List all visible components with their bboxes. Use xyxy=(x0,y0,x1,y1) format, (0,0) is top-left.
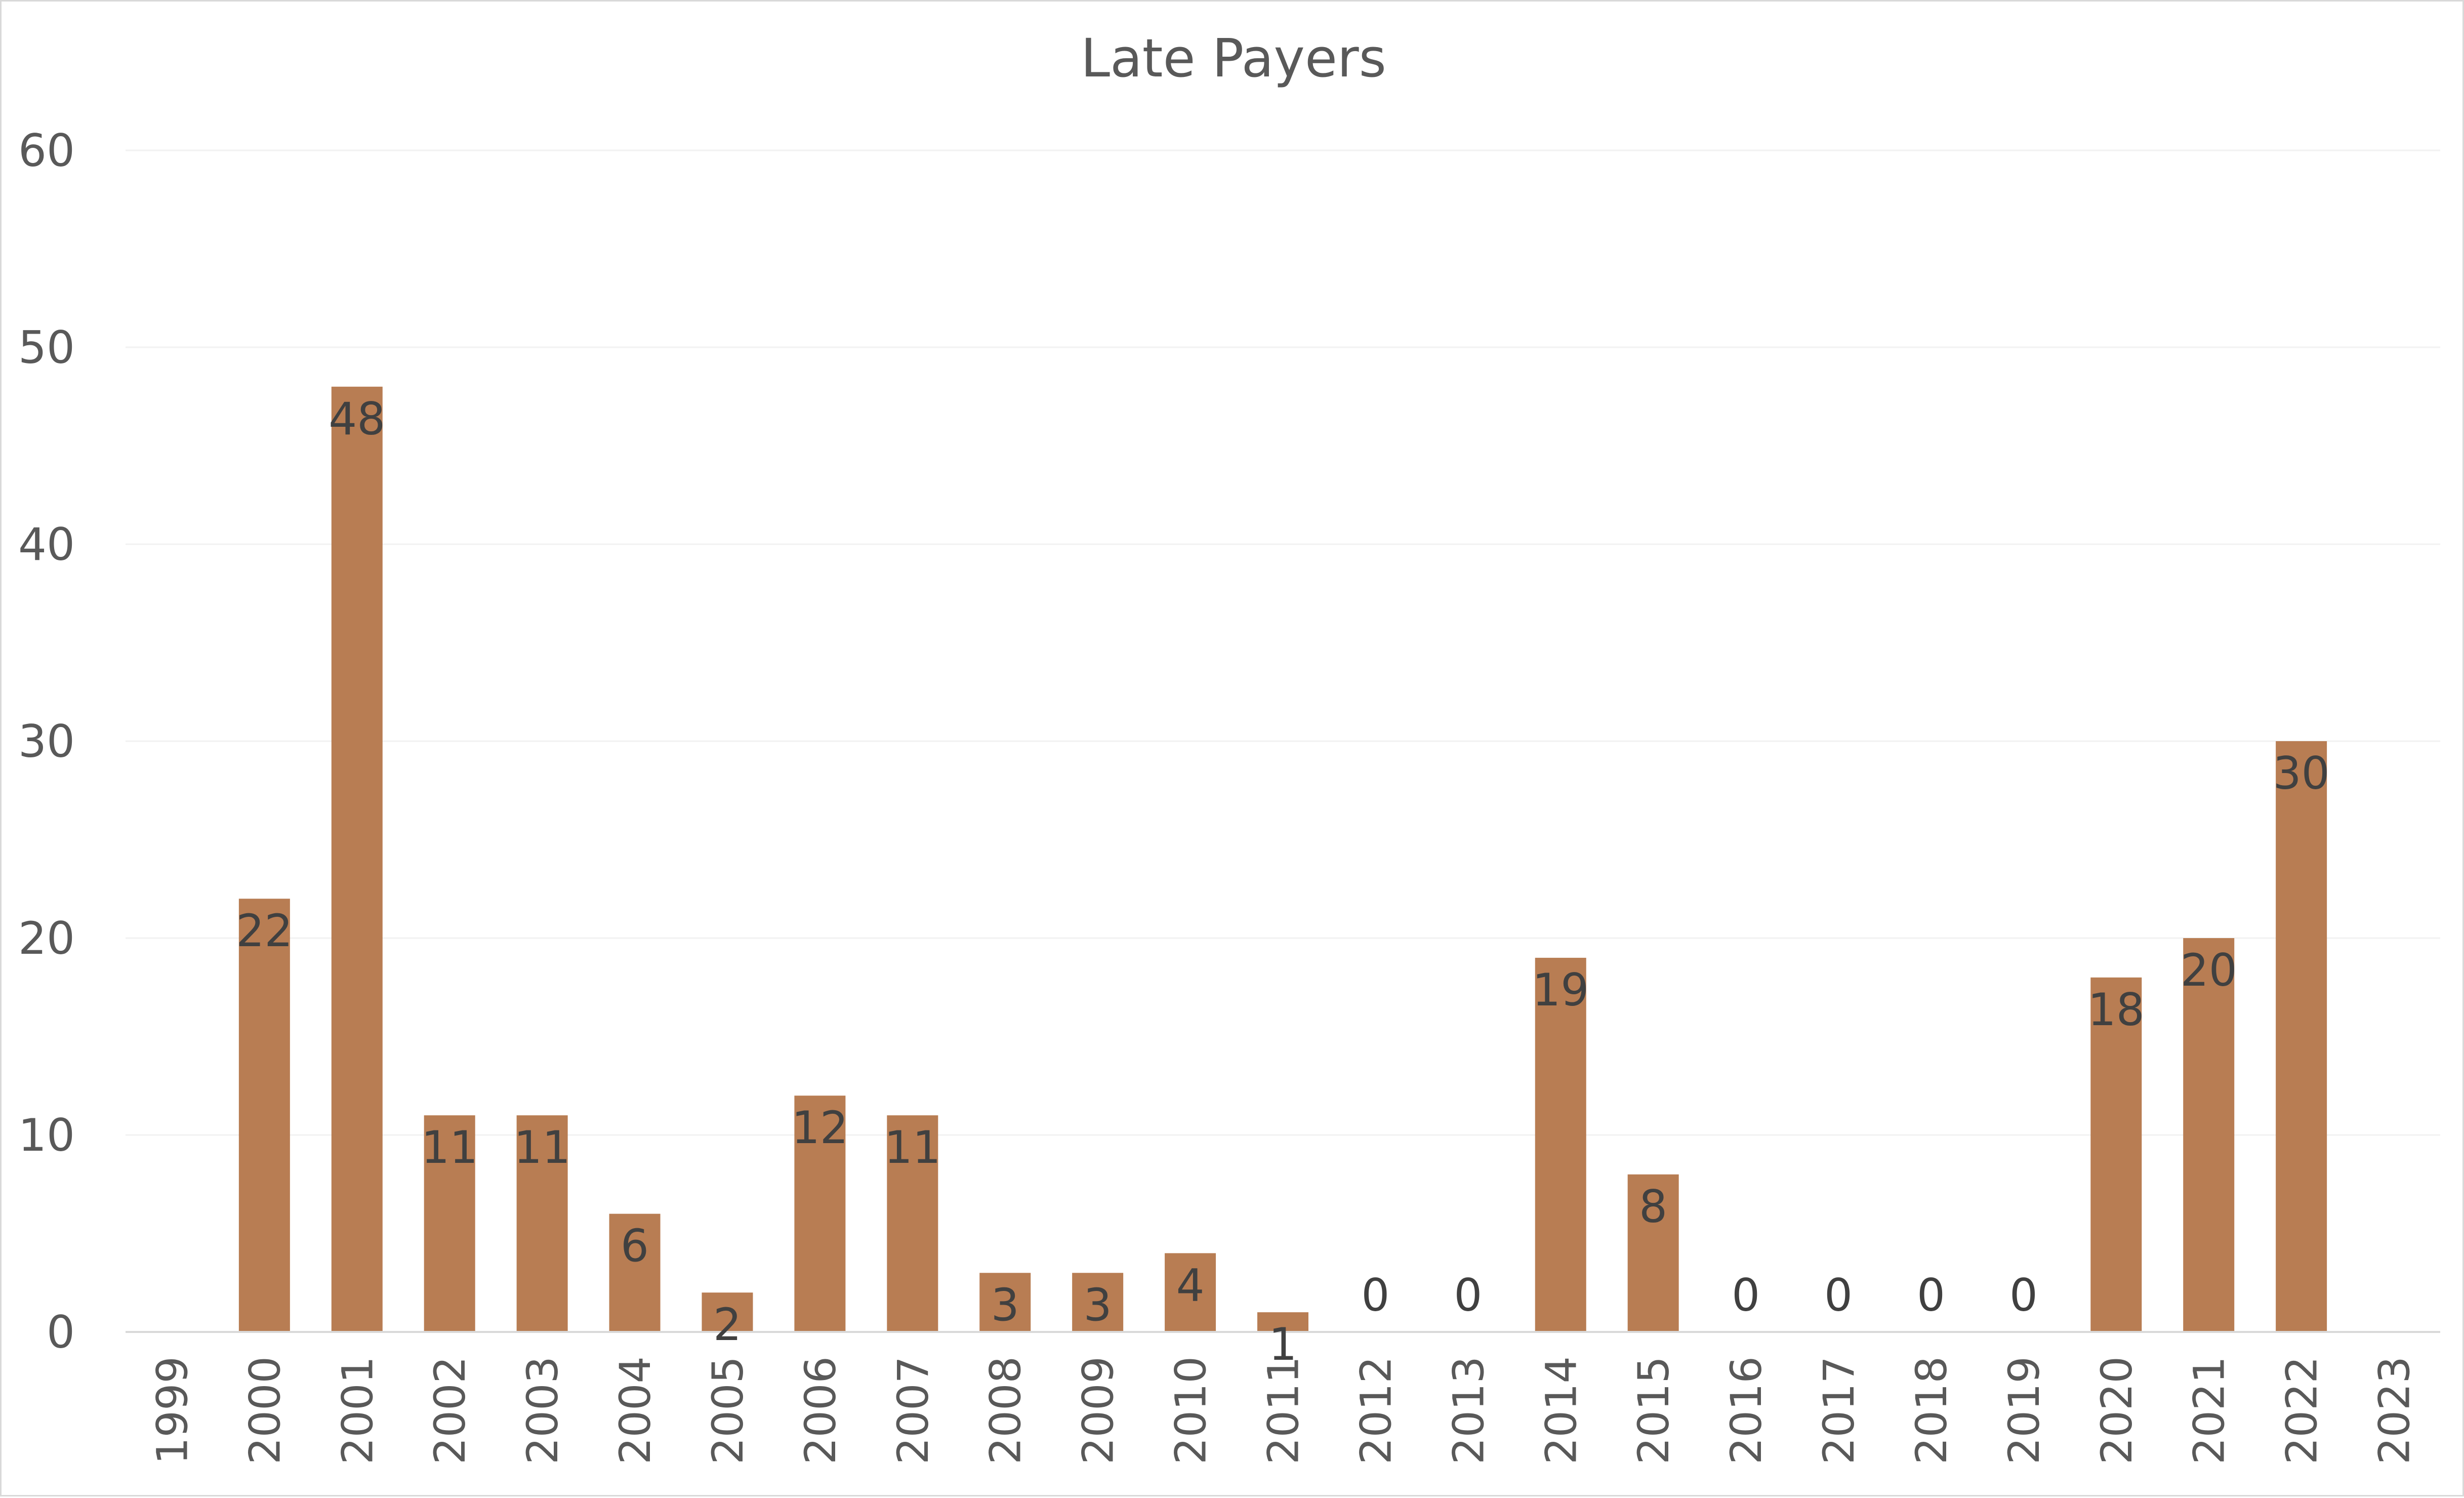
bar-2010 xyxy=(1165,1253,1216,1332)
data-label-2017: 0 xyxy=(1824,1269,1853,1321)
data-label-2010: 4 xyxy=(1176,1259,1205,1311)
bar-2007 xyxy=(887,1115,938,1332)
bar-2001 xyxy=(331,386,383,1332)
data-label-2005: 2 xyxy=(713,1299,742,1351)
y-tick-label: 60 xyxy=(18,125,75,177)
bar-2003 xyxy=(516,1115,568,1332)
x-tick-label-2012: 2012 xyxy=(1351,1356,1401,1465)
x-tick-label-2008: 2008 xyxy=(981,1356,1031,1465)
x-tick-label-2002: 2002 xyxy=(425,1356,475,1465)
x-tick-label-2023: 2023 xyxy=(2370,1356,2419,1465)
x-tick-label-2020: 2020 xyxy=(2092,1356,2142,1465)
data-label-2007: 11 xyxy=(884,1121,941,1173)
y-tick-label: 20 xyxy=(18,912,75,964)
y-tick-label: 30 xyxy=(18,715,75,767)
bar-2005 xyxy=(702,1292,753,1332)
x-tick-label-2003: 2003 xyxy=(518,1356,567,1465)
bar-2009 xyxy=(1072,1273,1124,1332)
data-label-2020: 18 xyxy=(2088,984,2145,1036)
data-label-2009: 3 xyxy=(1084,1279,1112,1331)
data-label-2021: 20 xyxy=(2181,944,2237,996)
data-label-2011: 1 xyxy=(1269,1318,1297,1370)
x-tick-label-2000: 2000 xyxy=(240,1356,290,1465)
data-label-2015: 8 xyxy=(1639,1181,1667,1233)
x-tick-label-2017: 2017 xyxy=(1814,1356,1864,1465)
data-label-2002: 11 xyxy=(421,1121,478,1173)
x-tick-label-2004: 2004 xyxy=(610,1356,660,1465)
data-labels: 22 48 11 11 6 2 12 11 3 3 4 1 0 0 19 8 0 0 0 0 18 20 30 xyxy=(236,393,2329,1370)
chart-title: Late Payers xyxy=(1081,27,1386,89)
bars xyxy=(238,386,2327,1332)
data-label-2019: 0 xyxy=(2009,1269,2038,1321)
data-label-2018: 0 xyxy=(1917,1269,1945,1321)
bar-2002 xyxy=(424,1115,475,1332)
data-label-2022: 30 xyxy=(2273,747,2330,799)
data-label-2006: 12 xyxy=(792,1102,848,1154)
bar-2000 xyxy=(238,899,290,1332)
x-tick-label-2016: 2016 xyxy=(1721,1356,1771,1465)
data-label-2012: 0 xyxy=(1361,1269,1389,1321)
y-tick-label: 40 xyxy=(18,518,75,571)
x-tick-label-2006: 2006 xyxy=(796,1356,845,1465)
x-tick-label-2014: 2014 xyxy=(1536,1356,1586,1465)
gridlines xyxy=(126,149,2440,1136)
bar-2011 xyxy=(1257,1312,1308,1332)
bar-2022 xyxy=(2276,741,2327,1332)
bar-2021 xyxy=(2183,938,2235,1332)
bar-2006 xyxy=(794,1096,846,1332)
x-tick-label-2001: 2001 xyxy=(333,1356,382,1465)
data-label-2014: 19 xyxy=(1532,964,1589,1016)
y-tick-label: 10 xyxy=(18,1109,75,1161)
data-label-2008: 3 xyxy=(991,1279,1019,1331)
x-tick-label-2013: 2013 xyxy=(1444,1356,1493,1465)
x-tick-label-1999: 1999 xyxy=(147,1356,197,1465)
y-tick-label: 50 xyxy=(18,321,75,374)
bar-2014 xyxy=(1535,957,1586,1332)
bar-2004 xyxy=(609,1213,661,1332)
data-label-2000: 22 xyxy=(236,905,293,957)
data-label-2013: 0 xyxy=(1454,1269,1482,1321)
x-tick-label-2021: 2021 xyxy=(2185,1356,2234,1465)
x-tick-label-2019: 2019 xyxy=(1999,1356,2049,1465)
x-tick-label-2015: 2015 xyxy=(1629,1356,1678,1465)
data-label-2016: 0 xyxy=(1732,1269,1760,1321)
x-axis-tick-labels: 1999 2000 2001 2002 2003 2004 2005 2006 2007 2008… xyxy=(147,1356,2419,1465)
x-tick-label-2005: 2005 xyxy=(703,1356,753,1465)
data-label-2004: 6 xyxy=(621,1220,649,1272)
bar-2008 xyxy=(979,1273,1031,1332)
x-tick-label-2010: 2010 xyxy=(1166,1356,1216,1465)
data-label-2001: 48 xyxy=(328,393,385,445)
data-label-2003: 11 xyxy=(514,1121,570,1173)
x-tick-label-2009: 2009 xyxy=(1074,1356,1123,1465)
bar-2015 xyxy=(1627,1174,1679,1332)
x-tick-label-2007: 2007 xyxy=(888,1356,938,1465)
bar-2020 xyxy=(2090,977,2142,1332)
x-tick-label-2018: 2018 xyxy=(1907,1356,1956,1465)
y-axis-tick-labels: 0 10 20 30 40 50 60 xyxy=(18,125,75,1358)
x-tick-label-2022: 2022 xyxy=(2277,1356,2327,1465)
x-tick-label-2011: 2011 xyxy=(1259,1356,1308,1465)
y-tick-label: 0 xyxy=(47,1306,75,1358)
